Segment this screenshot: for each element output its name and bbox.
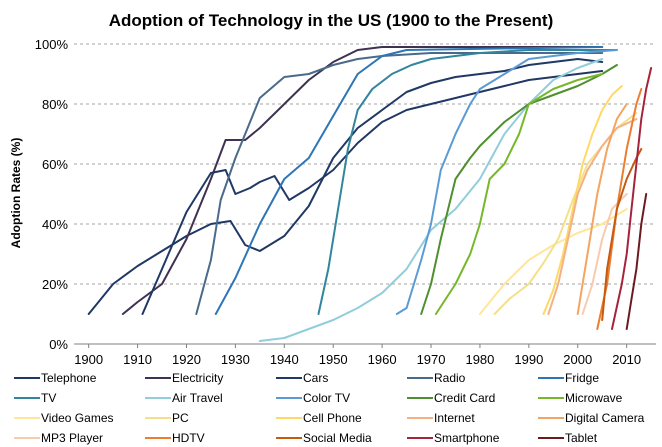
legend-item: PC — [145, 411, 189, 425]
y-tick-label: 100% — [35, 37, 69, 52]
series-line-cell-phone — [542, 85, 623, 315]
legend: Telephone Electricity Cars Radio Fridge TV Air… — [14, 371, 645, 445]
x-tick-label: 1940 — [270, 352, 299, 367]
legend-label: PC — [172, 411, 189, 425]
series-line-electricity — [121, 46, 604, 315]
legend-item: Internet — [407, 411, 475, 425]
y-tick-label: 80% — [42, 97, 68, 112]
legend-label: Fridge — [565, 371, 599, 385]
legend-item: Microwave — [538, 391, 623, 405]
x-tick-label: 1900 — [74, 352, 103, 367]
legend-label: Cell Phone — [303, 411, 362, 425]
legend-item: Color TV — [276, 391, 350, 405]
x-tick-label: 1920 — [172, 352, 201, 367]
legend-label: Air Travel — [172, 391, 223, 405]
series-line-cars — [141, 70, 604, 315]
legend-item: Electricity — [145, 371, 223, 385]
chart-title: Adoption of Technology in the US (1900 t… — [109, 11, 554, 30]
legend-label: HDTV — [172, 431, 205, 445]
x-tick-label: 1970 — [417, 352, 446, 367]
legend-item: Social Media — [276, 431, 372, 445]
legend-label: Telephone — [41, 371, 97, 385]
legend-label: Electricity — [172, 371, 223, 385]
legend-item: Credit Card — [407, 391, 495, 405]
legend-label: Smartphone — [434, 431, 500, 445]
legend-label: MP3 Player — [41, 431, 103, 445]
y-tick-label: 40% — [42, 217, 68, 232]
series-lines — [87, 46, 653, 342]
legend-label: Social Media — [303, 431, 372, 445]
legend-label: Cars — [303, 371, 328, 385]
legend-item: Fridge — [538, 371, 599, 385]
x-tick-label: 1950 — [319, 352, 348, 367]
series-line-radio — [195, 52, 604, 315]
x-tick-label: 1980 — [465, 352, 494, 367]
x-tick-label: 2000 — [563, 352, 592, 367]
legend-item: Digital Camera — [538, 411, 645, 425]
y-tick-label: 0% — [49, 337, 68, 352]
series-line-tv — [317, 49, 618, 315]
series-line-internet — [547, 118, 638, 315]
series-line-air-travel — [258, 58, 604, 342]
legend-label: Credit Card — [434, 391, 495, 405]
legend-label: Video Games — [41, 411, 114, 425]
legend-item: Radio — [407, 371, 466, 385]
legend-item: TV — [14, 391, 56, 405]
y-tick-label: 60% — [42, 157, 68, 172]
grid-lines: 0% 20% 40% 60% 80% 100% — [35, 37, 656, 352]
x-tick-label: 1960 — [368, 352, 397, 367]
series-line-telephone — [87, 58, 604, 315]
series-line-credit-card — [420, 64, 618, 315]
legend-item: Air Travel — [145, 391, 223, 405]
legend-label: Color TV — [303, 391, 350, 405]
legend-label: Microwave — [565, 391, 623, 405]
x-tick-label: 1910 — [123, 352, 152, 367]
series-line-color-tv — [395, 49, 618, 315]
legend-label: Radio — [434, 371, 466, 385]
legend-item: Video Games — [14, 411, 114, 425]
series-line-video-games — [478, 208, 628, 315]
legend-label: TV — [41, 391, 56, 405]
legend-item: MP3 Player — [14, 431, 103, 445]
y-tick-label: 20% — [42, 277, 68, 292]
y-axis-label: Adoption Rates (%) — [9, 138, 23, 249]
x-tick-label: 1930 — [221, 352, 250, 367]
series-line-fridge — [214, 46, 604, 315]
series-line-smartphone — [611, 67, 653, 330]
series-line-tablet — [625, 193, 648, 330]
series-line-microwave — [434, 73, 604, 315]
legend-item: Tablet — [538, 431, 598, 445]
x-tick-label: 1990 — [514, 352, 543, 367]
legend-label: Internet — [434, 411, 475, 425]
axes: 1900 1910 1920 1930 1940 1950 1960 1970 1980 1990… — [74, 343, 656, 367]
legend-item: Cell Phone — [276, 411, 362, 425]
legend-item: Smartphone — [407, 431, 500, 445]
x-tick-label: 2010 — [612, 352, 641, 367]
legend-item: Cars — [276, 371, 328, 385]
legend-item: Telephone — [14, 371, 97, 385]
legend-item: HDTV — [145, 431, 205, 445]
legend-label: Tablet — [565, 431, 598, 445]
series-line-digital-camera — [576, 103, 628, 315]
legend-label: Digital Camera — [565, 411, 645, 425]
